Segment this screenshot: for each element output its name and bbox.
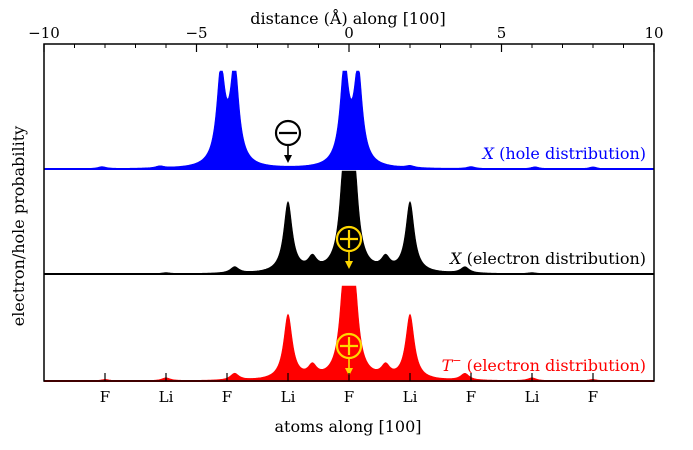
atom-label: F [222,388,232,406]
charge-markers [274,119,363,376]
top-axis-title: distance (Å) along [100] [250,8,445,28]
atom-label: F [100,388,110,406]
atom-label: F [344,388,354,406]
top-tick-label: −5 [185,24,207,42]
bottom-axis-title: atoms along [100] [274,417,421,436]
y-axis-title: electron/hole probability [9,126,28,326]
atom-label: Li [281,388,296,406]
hole-charge-marker [274,119,302,163]
series-label-2: X (electron distribution) [448,249,646,268]
electron-charge-marker-2 [335,225,363,269]
series-label-3: T− (electron distribution) [442,354,646,375]
ticks: −10 −5 0 5 10 F Li F Li F Li F Li F [28,24,663,406]
series-label-1: X (hole distribution) [481,144,646,163]
atom-label: Li [159,388,174,406]
atom-label: Li [403,388,418,406]
top-tick-label: 0 [344,24,354,42]
top-tick-label: −10 [28,24,60,42]
top-tick-label: 5 [497,24,507,42]
top-tick-label: 10 [644,24,663,42]
atom-label: Li [525,388,540,406]
series-labels: X (hole distribution) X (electron distrib… [442,144,646,375]
atom-label: F [588,388,598,406]
electron-charge-marker-3 [335,332,363,376]
atom-label: F [466,388,476,406]
